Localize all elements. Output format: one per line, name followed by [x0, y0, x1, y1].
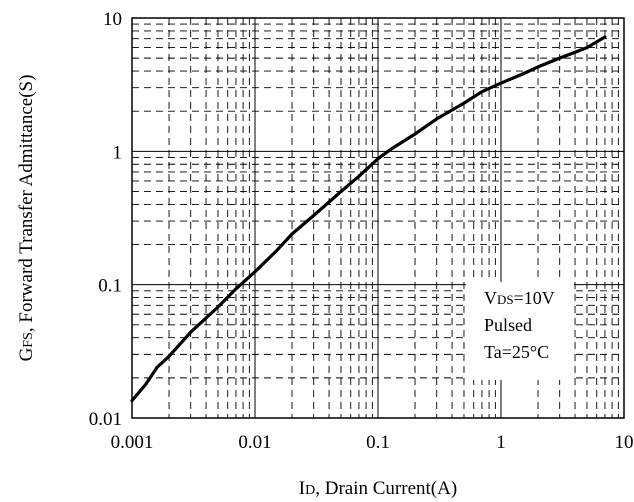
x-tick-label: 10 [615, 432, 634, 453]
y-tick-label: 10 [103, 9, 122, 30]
x-tick-label: 1 [496, 432, 506, 453]
annotation-line: Pulsed [484, 315, 532, 335]
plot-frame [131, 17, 625, 419]
y-axis-label: GFS, Forward Transfer Admittance(S) [16, 75, 37, 362]
y-tick-label: 1 [113, 142, 123, 163]
y-tick-label: 0.01 [89, 409, 122, 430]
series-line [130, 35, 607, 403]
annotation-line: Ta=25°C [484, 342, 549, 362]
x-tick-label: 0.001 [111, 432, 154, 453]
x-tick-label: 0.01 [238, 432, 271, 453]
annotation-text: VDS=10V Pulsed Ta=25°C [484, 288, 555, 362]
x-tick-label: 0.1 [366, 432, 390, 453]
annotation-line: VDS=10V [484, 288, 555, 308]
series-layer [130, 35, 607, 403]
y-tick-label: 0.1 [98, 276, 122, 297]
x-axis-label: ID, Drain Current(A) [299, 478, 457, 499]
annotation-box [466, 282, 574, 380]
